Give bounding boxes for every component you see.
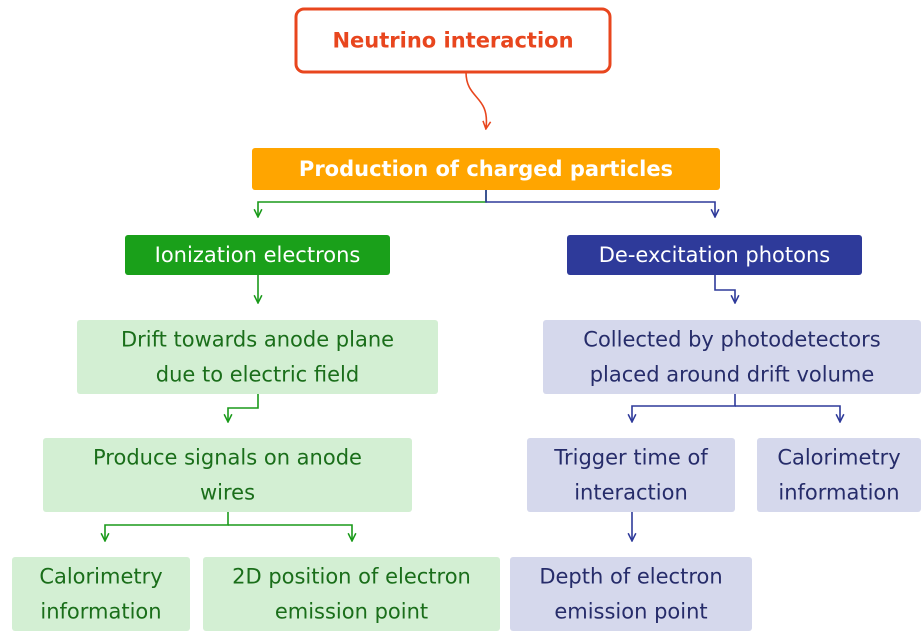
arrow xyxy=(228,524,352,540)
node-label: emission point xyxy=(275,600,428,624)
node: Collected by photodetectors placed around… xyxy=(543,320,921,394)
node: Neutrino interaction xyxy=(294,7,612,74)
node-box xyxy=(77,320,438,394)
node-box xyxy=(294,7,612,74)
node-label: Depth of electron xyxy=(539,565,722,589)
arrow xyxy=(258,190,487,216)
node: Depth of electron emission point xyxy=(510,557,752,631)
node: Trigger time of interaction xyxy=(527,438,735,512)
node-label: emission point xyxy=(554,600,707,624)
node-label: Calorimetry xyxy=(39,565,162,589)
node: Produce signals on anode wires xyxy=(43,438,412,512)
node-label: wires xyxy=(200,481,255,505)
node-label: Drift towards anode plane xyxy=(121,328,394,352)
node-label: information xyxy=(40,600,161,624)
node: Production of charged particles xyxy=(252,148,720,190)
node-box xyxy=(567,235,862,275)
node: Calorimetry information xyxy=(12,557,190,631)
node-label: Ionization electrons xyxy=(155,243,361,267)
node: Ionization electrons xyxy=(125,235,390,275)
node: De-excitation photons xyxy=(567,235,862,275)
node-label: 2D position of electron xyxy=(232,565,471,589)
arrow xyxy=(465,71,486,128)
node: Drift towards anode plane due to electric… xyxy=(77,320,438,394)
node-box xyxy=(12,557,190,631)
arrow xyxy=(485,190,715,216)
node-box xyxy=(527,438,735,512)
node-label: Neutrino interaction xyxy=(332,29,573,53)
node-label: Produce signals on anode xyxy=(93,446,362,470)
node: 2D position of electron emission point xyxy=(203,557,500,631)
node-box xyxy=(757,438,921,512)
node-label: Trigger time of xyxy=(553,446,708,470)
node-label: De-excitation photons xyxy=(599,243,830,267)
node-label: Production of charged particles xyxy=(299,157,673,181)
node-box xyxy=(543,320,921,394)
arrow xyxy=(105,512,229,540)
node-label: Calorimetry xyxy=(777,446,900,470)
node-box xyxy=(252,148,720,190)
connectors xyxy=(105,71,840,540)
arrow xyxy=(632,394,736,421)
node-label: due to electric field xyxy=(156,363,359,387)
node-label: information xyxy=(778,481,899,505)
node-box xyxy=(203,557,500,631)
node-label: Collected by photodetectors xyxy=(583,328,880,352)
node-box xyxy=(125,235,390,275)
node-label: interaction xyxy=(574,481,688,505)
node: Calorimetry information xyxy=(757,438,921,512)
arrow xyxy=(735,405,840,421)
node-box xyxy=(510,557,752,631)
arrow xyxy=(228,394,259,421)
node-label: placed around drift volume xyxy=(590,363,875,387)
node-box xyxy=(43,438,412,512)
arrow xyxy=(714,275,735,302)
